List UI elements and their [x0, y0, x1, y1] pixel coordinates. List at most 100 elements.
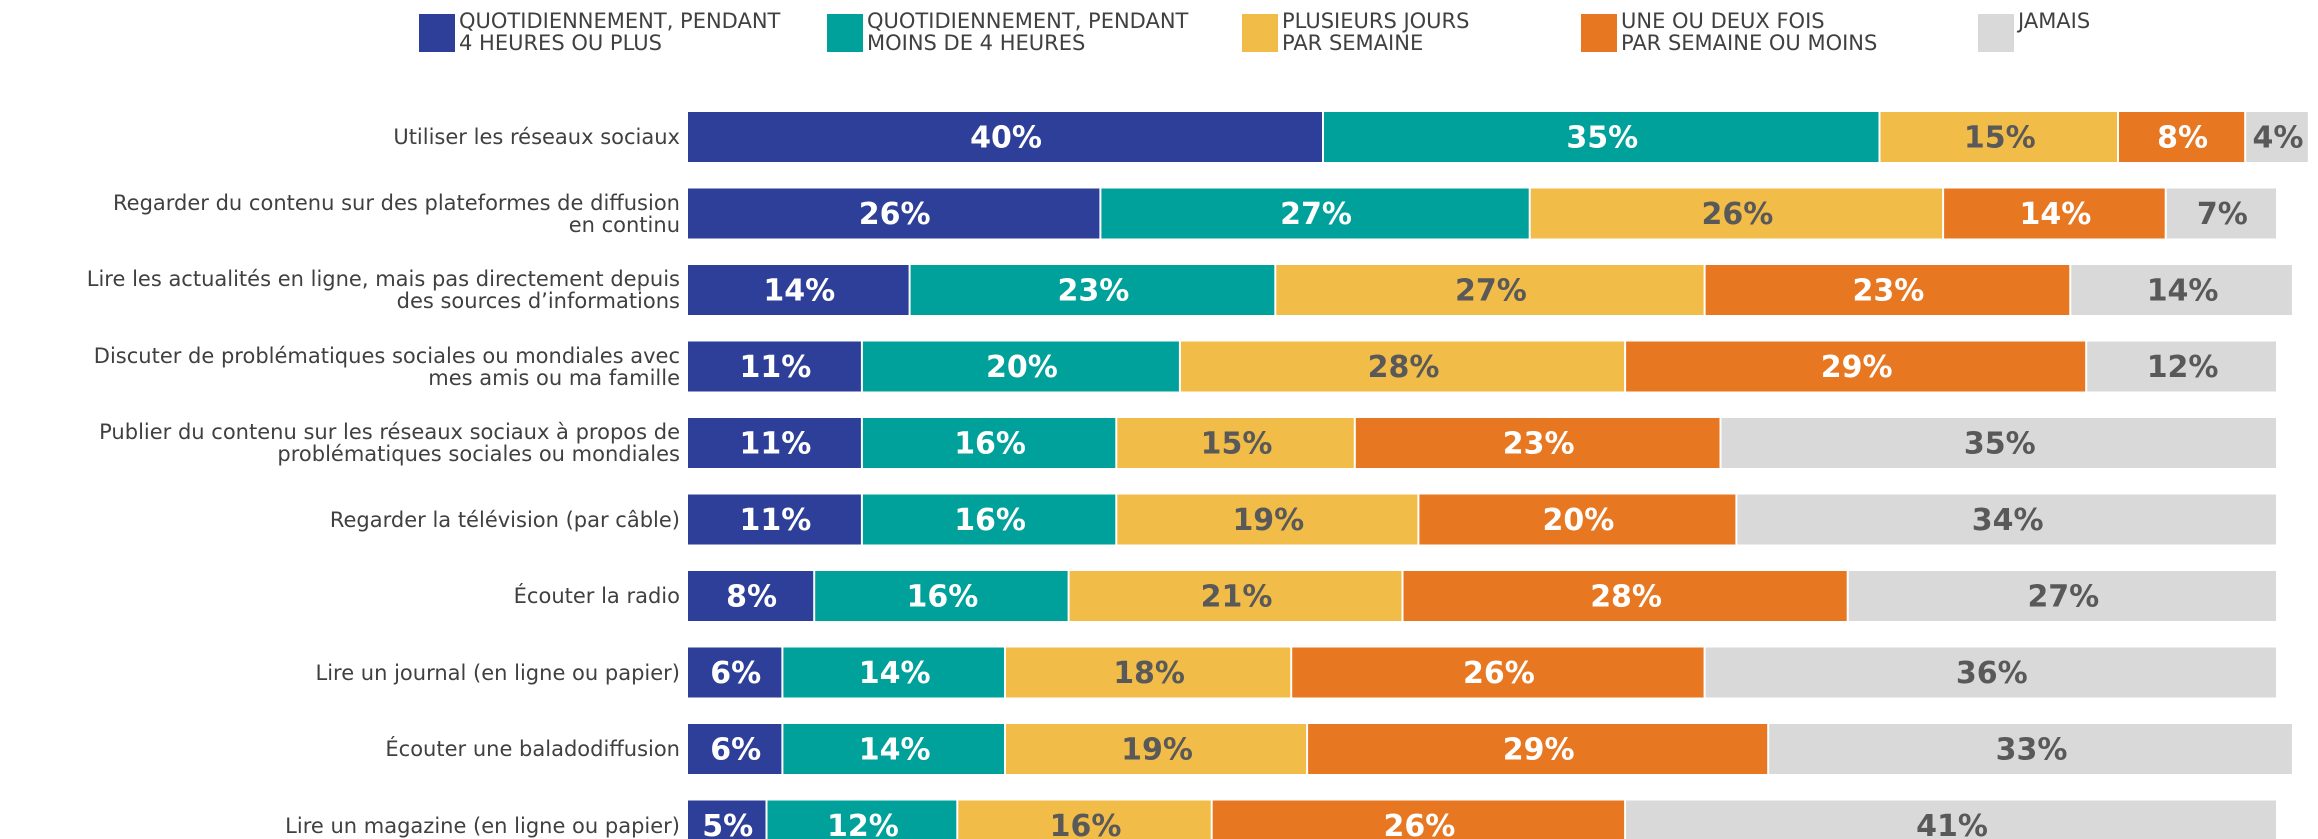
legend-swatch — [1978, 14, 2014, 52]
bar-segment — [1117, 494, 1418, 545]
value-label: 11% — [740, 350, 812, 385]
value-label: 6% — [710, 656, 761, 691]
bar-segment — [2087, 341, 2276, 392]
value-label: 21% — [1201, 580, 1273, 615]
value-label: 12% — [2147, 350, 2219, 385]
legend-swatch — [419, 14, 455, 52]
value-label: 20% — [1542, 503, 1614, 538]
value-label: 16% — [954, 503, 1026, 538]
value-label: 16% — [954, 427, 1026, 462]
bar-segment — [688, 341, 861, 392]
bar-segment — [1069, 571, 1402, 621]
value-label: 40% — [970, 121, 1042, 156]
bar-segment — [958, 800, 1211, 839]
bar-segment — [688, 418, 861, 468]
value-label: 27% — [1455, 274, 1527, 309]
category-label: Regarder la télévision (par câble) — [329, 507, 680, 532]
category-label: Utiliser les réseaux sociaux — [393, 125, 680, 149]
bar-segment — [862, 418, 1116, 468]
bar-segment — [688, 494, 861, 545]
value-label: 35% — [1566, 121, 1638, 156]
value-label: 28% — [1590, 580, 1662, 615]
bar-segment — [1848, 571, 2276, 621]
value-label: 12% — [827, 809, 899, 839]
value-label: 15% — [1964, 121, 2036, 156]
bar-segment — [1530, 188, 1943, 239]
value-label: 8% — [726, 580, 777, 615]
value-label: 35% — [1964, 427, 2036, 462]
value-label: 14% — [2019, 197, 2091, 232]
bar-segment — [1944, 188, 2165, 239]
bar-segment — [783, 724, 1004, 774]
value-label: 28% — [1368, 350, 1440, 385]
value-label: 26% — [1463, 656, 1535, 691]
bar-segment — [2119, 112, 2245, 162]
value-label: 15% — [1201, 427, 1273, 462]
bar-segment — [767, 800, 957, 839]
value-label: 16% — [906, 580, 978, 615]
category-label: Regarder du contenu sur des plateformes … — [113, 190, 680, 237]
bar-segment — [1276, 265, 1704, 315]
value-label: 29% — [1821, 350, 1893, 385]
value-label: 8% — [2157, 121, 2208, 156]
bar-segment — [1721, 418, 2276, 468]
bar-segment — [862, 494, 1116, 545]
bar-segment — [1769, 724, 2292, 774]
value-label: 23% — [1853, 274, 1925, 309]
value-label: 33% — [1996, 733, 2068, 768]
bar-segment — [1705, 265, 2070, 315]
bar-segment — [2071, 265, 2292, 315]
value-label: 23% — [1058, 274, 1130, 309]
category-label: Lire un journal (en ligne ou papier) — [315, 660, 681, 685]
bar-segment — [1212, 800, 1625, 839]
bar-segment — [2246, 112, 2308, 162]
bar-segment — [688, 800, 766, 839]
value-label: 4% — [2253, 121, 2304, 156]
legend-swatch — [827, 14, 863, 52]
value-label: 11% — [740, 427, 812, 462]
legend-swatch — [1242, 14, 1278, 52]
bar-segment — [1180, 341, 1625, 392]
value-label: 34% — [1972, 503, 2044, 538]
legend-label: QUOTIDIENNEMENT, PENDANT MOINS DE 4 HEUR… — [867, 9, 1189, 55]
value-label: 27% — [2027, 580, 2099, 615]
bar-segment — [2166, 188, 2276, 239]
category-label: Lire un magazine (en ligne ou papier) — [285, 813, 680, 838]
bar-segment — [688, 112, 1322, 162]
bar-segment — [1355, 418, 1720, 468]
bar-segment — [1419, 494, 1736, 545]
category-label: Discuter de problématiques sociales ou m… — [93, 343, 680, 390]
bar-segment — [1705, 647, 2276, 698]
bar-segment — [862, 341, 1179, 392]
value-label: 20% — [986, 350, 1058, 385]
value-label: 18% — [1113, 656, 1185, 691]
bar-segment — [1308, 724, 1768, 774]
value-label: 41% — [1916, 809, 1988, 839]
bar-segment — [688, 571, 814, 621]
bar-segment — [1292, 647, 1704, 698]
value-label: 36% — [1956, 656, 2028, 691]
bar-segment — [1626, 341, 2086, 392]
value-label: 14% — [859, 656, 931, 691]
value-label: 14% — [2147, 274, 2219, 309]
bar-segment — [1880, 112, 2117, 162]
value-label: 26% — [1383, 809, 1455, 839]
bar-segment — [783, 647, 1004, 698]
value-label: 6% — [710, 733, 761, 768]
bar-segment — [688, 265, 909, 315]
value-label: 19% — [1121, 733, 1193, 768]
value-label: 7% — [2197, 197, 2248, 232]
bar-segment — [910, 265, 1275, 315]
bar-segment — [1626, 800, 2276, 839]
bar-segment — [688, 188, 1100, 239]
bar-segment — [1101, 188, 1529, 239]
bar-segment — [1737, 494, 2276, 545]
category-label: Écouter une baladodiffusion — [385, 737, 680, 761]
value-label: 14% — [763, 274, 835, 309]
legend-swatch — [1581, 14, 1617, 52]
legend-label: QUOTIDIENNEMENT, PENDANT 4 HEURES OU PLU… — [459, 9, 781, 55]
bar-segment — [815, 571, 1068, 621]
legend-label: JAMAIS — [2018, 9, 2091, 33]
value-label: 16% — [1050, 809, 1122, 839]
value-label: 26% — [859, 197, 931, 232]
